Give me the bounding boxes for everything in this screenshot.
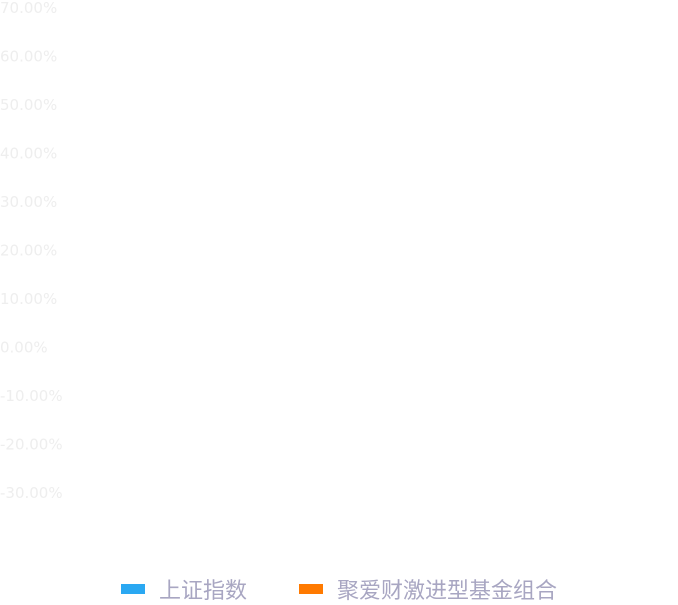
y-tick-label: 30.00%: [0, 193, 57, 211]
y-tick-label: 10.00%: [0, 290, 57, 308]
y-tick-label: 60.00%: [0, 48, 57, 66]
chart-legend: 上证指数 聚爱财激进型基金组合: [0, 573, 678, 605]
y-tick-label: -10.00%: [0, 387, 63, 405]
y-tick-label: -30.00%: [0, 484, 63, 502]
y-tick-label: 40.00%: [0, 145, 57, 163]
y-tick-label: 20.00%: [0, 242, 57, 260]
legend-item-aggressive-fund-portfolio[interactable]: 聚爱财激进型基金组合: [299, 573, 557, 605]
legend-swatch-aggressive-fund-portfolio: [299, 584, 323, 594]
y-axis-tick-labels: 70.00% 60.00% 50.00% 40.00% 30.00% 20.00% 10.0…: [0, 0, 63, 502]
y-tick-label: -20.00%: [0, 436, 63, 454]
legend-swatch-shanghai-index: [120, 584, 145, 594]
y-tick-label: 0.00%: [0, 339, 48, 357]
y-tick-label: 50.00%: [0, 96, 57, 114]
legend-label-shanghai-index: 上证指数: [158, 579, 247, 604]
legend-label-aggressive-fund-portfolio: 聚爱财激进型基金组合: [337, 579, 558, 604]
y-tick-label: 70.00%: [0, 0, 57, 17]
legend-item-shanghai-index[interactable]: 上证指数: [120, 573, 247, 605]
